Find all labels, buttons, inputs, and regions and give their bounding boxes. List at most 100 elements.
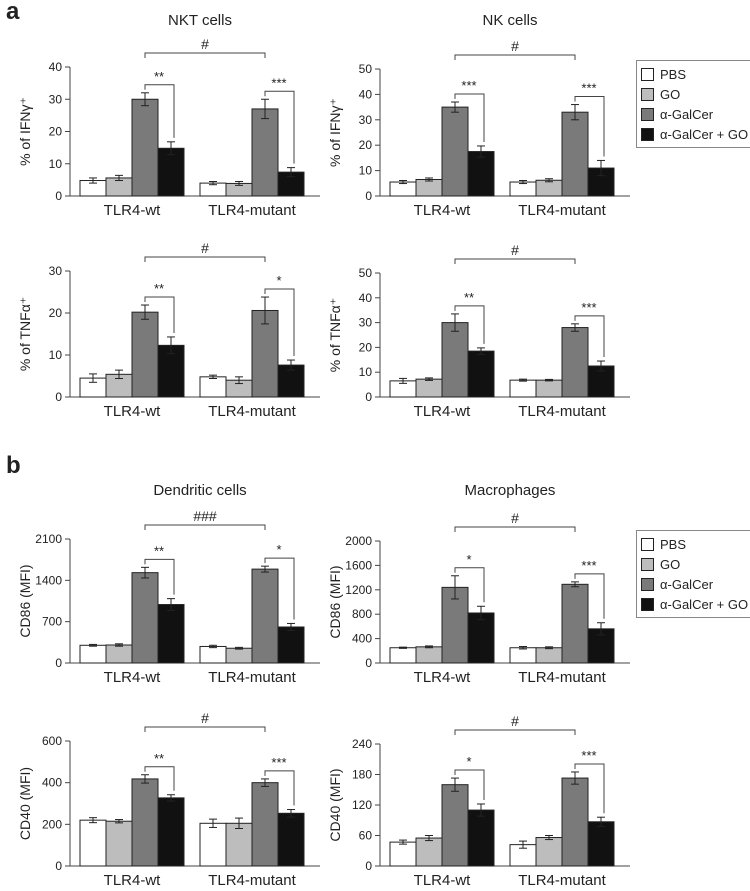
dc-cd40-x-tick-label: TLR4-wt [104,872,162,889]
nkt-tnf-bar [251,309,279,398]
mac-cd40-x-tick-label: TLR4-wt [414,872,472,889]
nkt-tnf-y-tick-label: 20 [49,306,63,320]
mac-cd40-bar [441,784,469,867]
mac-cd40-bar [561,777,589,867]
legend-label: GO [660,556,681,572]
dc-cd86-between-bracket [144,524,266,530]
nkt-ifn-bar [131,98,159,197]
nkt-ifn-bar [251,108,279,197]
mac-cd86-sig-bracket [454,567,485,603]
mac-cd40-bar [467,809,495,867]
legend-label: α-GalCer + GO [660,596,749,612]
legend-label: α-GalCer [660,576,714,592]
nkt-ifn-between-bracket [144,52,266,58]
nk-ifn-sig-label: *** [581,81,596,96]
mac-cd86-bar [535,647,563,664]
nkt-ifn-y-tick-label: 40 [49,60,63,74]
dc-cd86-bar [105,644,133,664]
nk-ifn-bar [467,151,495,197]
nk-ifn-x-tick-label: TLR4-wt [414,202,472,219]
nk-tnf-bar [415,378,443,398]
mac-cd86-y-tick-label: 0 [365,656,372,670]
nkt-ifn-between-label: # [201,36,209,52]
mac-cd86-bar [509,647,537,664]
nkt-ifn-x-tick-label: TLR4-wt [104,202,162,219]
dc-cd40-bar [105,820,133,867]
dc-cd40-bar [131,778,159,867]
dc-cd40-y-label: CD40 (MFI) [17,767,33,840]
nk-tnf-y-tick-label: 0 [365,390,372,404]
legend-label: α-GalCer + GO [660,126,749,142]
dc-cd40-y-tick-label: 200 [42,817,62,831]
legend-item: GO [641,554,748,574]
nk-tnf-bar [561,327,589,398]
nk-tnf-between-label: # [511,242,519,258]
dc-cd86-bar [199,645,227,664]
nk-tnf-y-tick-label: 10 [359,365,373,379]
nk-ifn-bar [415,178,443,197]
panel-letter-a: a [6,0,20,25]
mac-cd40-bar [587,821,615,867]
nk-ifn-y-label: % of IFNγ⁺ [327,98,343,167]
mac-cd86-bar [389,647,417,664]
nkt-ifn-y-label: % of IFNγ⁺ [17,97,33,166]
legend-label: PBS [660,536,687,552]
legend-swatch-agalcer-go [641,127,654,141]
nkt-ifn-y-tick-label: 30 [49,92,63,106]
nk-tnf-between-bracket [454,258,576,264]
nk-ifn-bar [535,179,563,197]
nk-ifn-title: NK cells [482,12,537,29]
dc-cd86-y-tick-label: 1400 [35,573,62,587]
legend-item: PBS [641,534,748,554]
dc-cd86-x-tick-label: TLR4-wt [104,669,162,686]
nk-ifn-between-bracket [454,54,576,60]
dc-cd86-y-tick-label: 0 [55,656,62,670]
dc-cd86-sig-label: ** [154,543,164,558]
dc-cd86-x-tick-label: TLR4-mutant [208,669,296,686]
nk-tnf-bar [535,379,563,398]
mac-cd86-between-bracket [454,526,576,532]
nkt-tnf-bar [131,311,159,398]
mac-cd86-y-tick-label: 800 [352,607,372,621]
legend-item: α-GalCer + GO [641,124,748,144]
dc-cd40-bar [277,812,305,867]
dc-cd40-sig-bracket [264,770,295,806]
mac-cd40-y-label: CD40 (MFI) [327,768,343,841]
mac-cd40-sig-bracket [454,769,485,800]
legend-label: GO [660,86,681,102]
legend-item: PBS [641,64,748,84]
dc-cd86-sig-label: * [276,542,281,557]
nkt-tnf-between-label: # [201,240,209,256]
nk-tnf-sig-bracket [574,315,605,358]
nk-tnf-bar [467,350,495,398]
nkt-tnf-x-tick-label: TLR4-wt [104,403,162,420]
dc-cd40-y-tick-label: 400 [42,776,62,790]
nkt-tnf-sig-bracket [144,296,175,333]
nk-ifn-x-tick-label: TLR4-mutant [518,202,606,219]
dc-cd86-bar [79,644,107,664]
mac-cd86-bar [561,583,589,664]
mac-cd40-bar [389,841,417,867]
mac-cd86-x-tick-label: TLR4-wt [414,669,472,686]
nkt-ifn-y-tick-label: 10 [49,157,63,171]
nkt-ifn-y-tick-label: 0 [55,189,62,203]
nkt-tnf-sig-label: * [276,273,281,288]
nkt-tnf-x-tick-label: TLR4-mutant [208,403,296,420]
legend-bottom: PBS GO α-GalCer α-GalCer + GO [636,530,750,618]
dc-cd86-bar [251,568,279,664]
nk-tnf-bar [509,379,537,398]
mac-cd40-y-tick-label: 120 [352,798,372,812]
mac-cd40-between-label: # [511,713,519,729]
mac-cd86-sig-bracket [574,573,605,619]
mac-cd40-y-tick-label: 240 [352,737,372,751]
nk-ifn-between-label: # [511,38,519,54]
nkt-tnf-bar [199,376,227,398]
legend-swatch-pbs [641,67,654,81]
dc-cd86-y-tick-label: 700 [42,615,62,629]
mac-cd40-sig-bracket [574,763,605,814]
dc-cd40-y-tick-label: 600 [42,734,62,748]
nkt-ifn-bar [157,147,185,197]
nkt-tnf-y-tick-label: 30 [49,264,63,278]
dc-cd40-bar [157,797,185,867]
nk-tnf-y-tick-label: 40 [359,291,373,305]
